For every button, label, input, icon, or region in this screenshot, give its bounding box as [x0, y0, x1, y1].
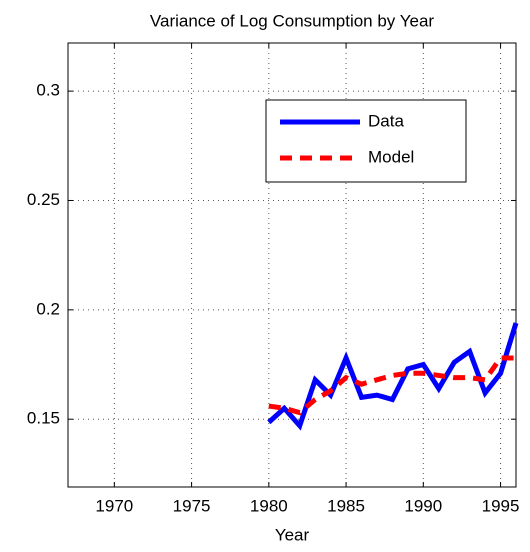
x-tick-label: 1970	[95, 496, 133, 515]
line-series	[267, 322, 519, 431]
x-tick-label: 1980	[250, 496, 288, 515]
x-tick-label: 1975	[173, 496, 211, 515]
chart-title: Variance of Log Consumption by Year	[150, 11, 434, 30]
line-series	[268, 355, 516, 416]
y-tick-label: 0.3	[36, 81, 60, 100]
legend-label: Model	[368, 147, 414, 166]
x-tick-label: 1990	[404, 496, 442, 515]
y-tick-label: 0.15	[27, 409, 60, 428]
y-tick-label: 0.25	[27, 190, 60, 209]
x-tick-label: 1985	[327, 496, 365, 515]
plot-frame	[67, 42, 517, 488]
legend-label: Data	[368, 111, 404, 130]
legend-box	[265, 99, 467, 183]
y-tick-label: 0.2	[36, 299, 60, 318]
x-tick-label: 1995	[482, 496, 520, 515]
x-axis-label: Year	[275, 525, 310, 544]
